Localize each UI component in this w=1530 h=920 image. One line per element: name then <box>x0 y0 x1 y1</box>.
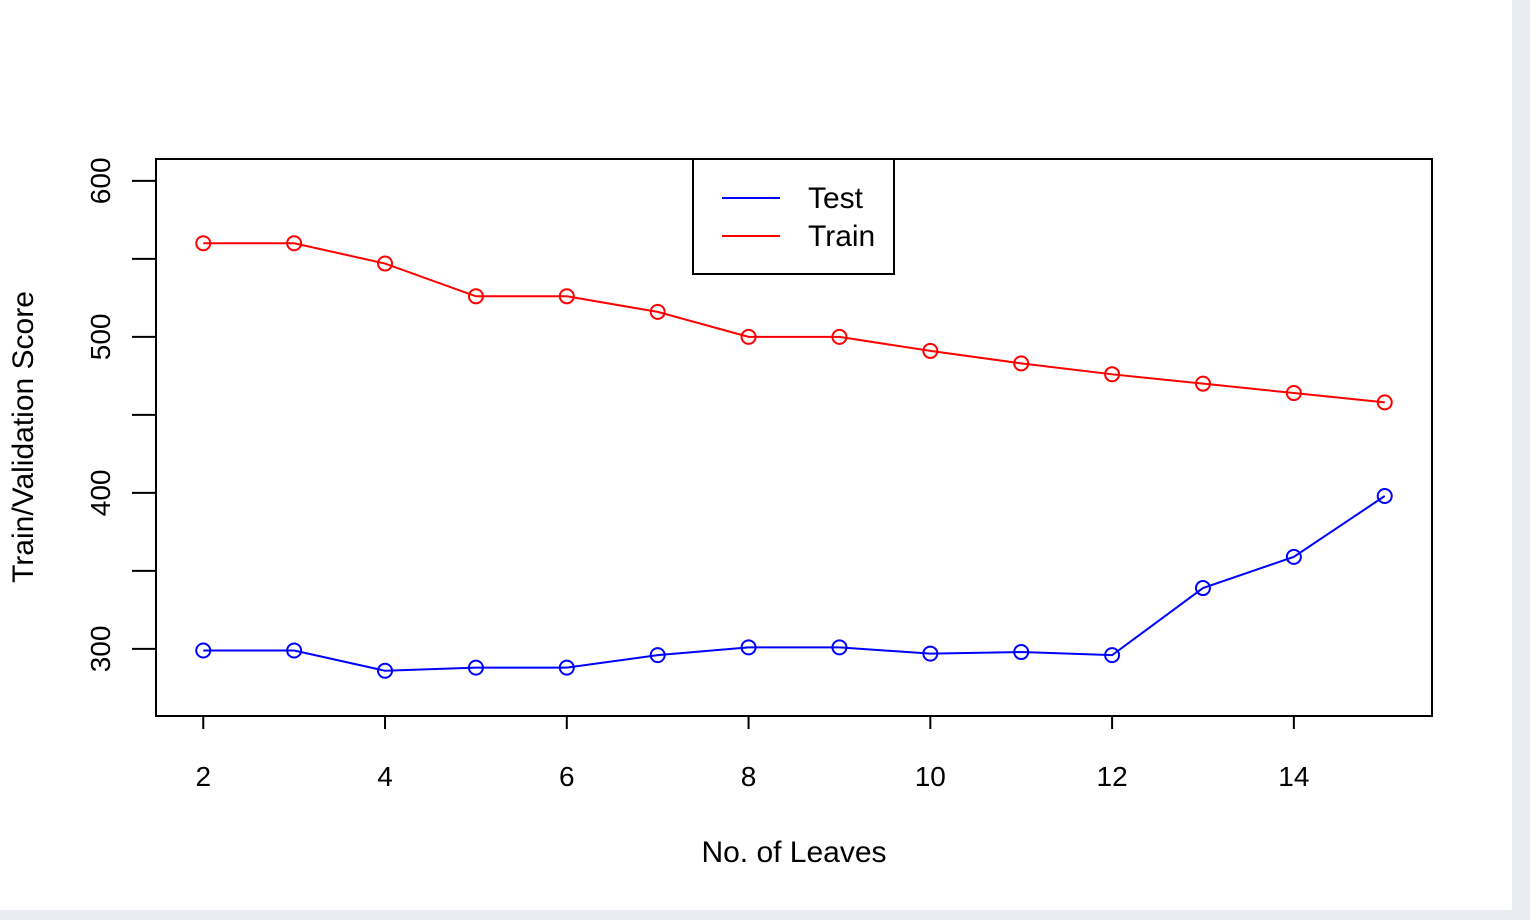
data-point-test <box>649 647 666 664</box>
data-point-test <box>195 642 212 659</box>
data-point-train <box>1013 355 1030 372</box>
data-point-train <box>286 235 303 252</box>
x-tick-label: 6 <box>559 761 575 792</box>
series-line-test <box>203 495 1386 672</box>
data-point-test <box>831 639 848 656</box>
x-tick-label: 12 <box>1097 761 1128 792</box>
data-point-test <box>467 659 484 676</box>
data-point-train <box>1104 366 1121 383</box>
x-tick-label: 14 <box>1278 761 1309 792</box>
data-point-test <box>740 639 757 656</box>
data-point-train <box>649 303 666 320</box>
data-point-train <box>740 328 757 345</box>
data-point-test <box>377 662 394 679</box>
legend-label-train: Train <box>808 220 875 253</box>
data-point-test <box>286 642 303 659</box>
data-point-test <box>558 659 575 676</box>
x-tick-label: 4 <box>377 761 393 792</box>
data-point-test <box>1376 488 1393 505</box>
data-point-train <box>558 288 575 305</box>
data-point-train <box>922 342 939 359</box>
y-tick-label: 300 <box>85 626 116 673</box>
x-tick-label: 8 <box>741 761 757 792</box>
data-point-train <box>467 288 484 305</box>
y-tick-label: 600 <box>85 157 116 204</box>
line-chart: 2 4 6 8 10 12 14 300 400 500 600 Test Train No. of… <box>7 157 1433 869</box>
chart-canvas: 2 4 6 8 10 12 14 300 400 500 600 Test Train No. of… <box>0 0 1512 910</box>
series-line-train <box>203 242 1385 404</box>
x-tick-label: 2 <box>195 761 211 792</box>
y-axis-label: Train/Validation Score <box>7 291 40 583</box>
y-tick-label: 400 <box>85 470 116 517</box>
data-point-train <box>831 328 848 345</box>
data-point-train <box>195 235 212 252</box>
data-point-test <box>922 645 939 662</box>
series-layer <box>195 235 1393 679</box>
legend: Test Train <box>692 158 895 275</box>
legend-box <box>692 158 895 275</box>
data-point-train <box>1194 375 1211 392</box>
data-point-test <box>1013 644 1030 661</box>
x-tick-label: 10 <box>915 761 946 792</box>
data-point-train <box>377 255 394 272</box>
data-point-test <box>1285 548 1302 565</box>
y-tick-label: 500 <box>85 314 116 361</box>
axes: 2 4 6 8 10 12 14 300 400 500 600 <box>85 157 1309 792</box>
data-point-train <box>1285 385 1302 402</box>
legend-label-test: Test <box>808 182 864 215</box>
data-point-train <box>1376 394 1393 411</box>
data-point-test <box>1104 647 1121 664</box>
data-point-test <box>1194 580 1211 597</box>
x-axis-label: No. of Leaves <box>701 836 886 869</box>
